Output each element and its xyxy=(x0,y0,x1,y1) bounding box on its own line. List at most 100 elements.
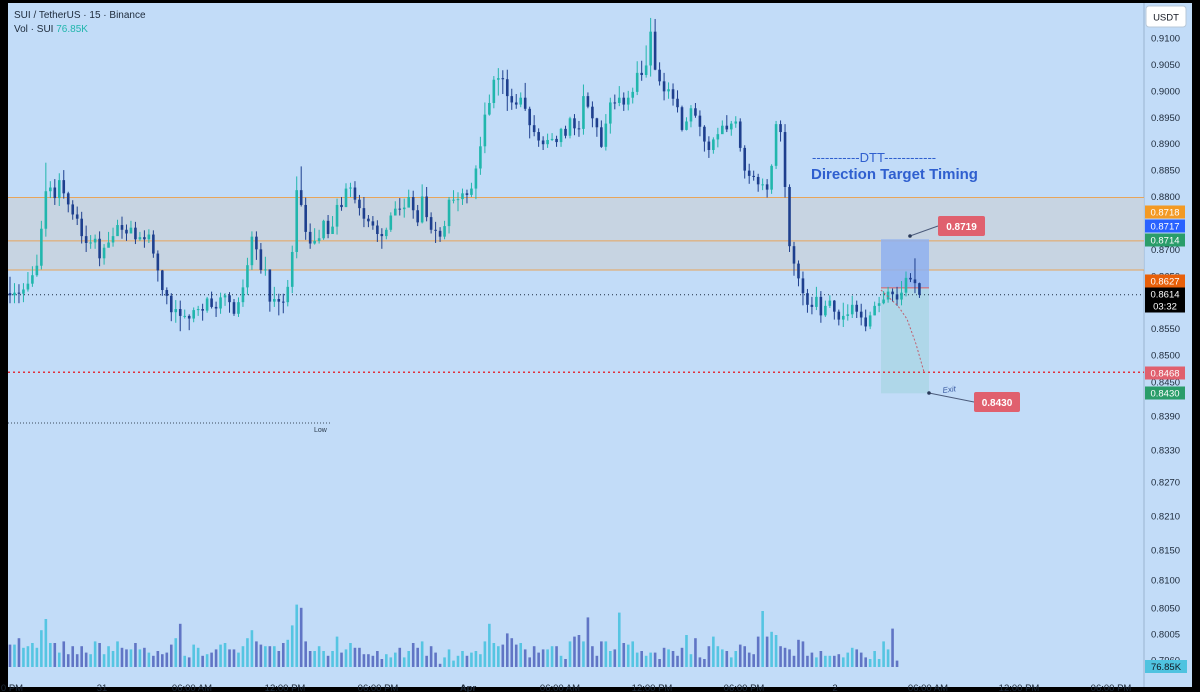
candle-body xyxy=(792,246,796,264)
symbol-title[interactable]: SUI / TetherUS · 15 · Binance xyxy=(14,10,146,21)
volume-bar xyxy=(31,643,34,667)
volume-bar xyxy=(389,657,393,667)
candle-body xyxy=(228,295,231,303)
candle-body xyxy=(909,277,912,280)
volume-bar xyxy=(519,643,523,667)
volume-bar xyxy=(707,646,711,667)
candle-body xyxy=(640,72,643,75)
volume-bar xyxy=(317,646,321,667)
price-label-text: 0.8717 xyxy=(1150,222,1179,233)
exit-callout-box[interactable] xyxy=(974,392,1020,412)
candle-body xyxy=(662,81,666,92)
volume-bar xyxy=(98,643,101,667)
volume-bar xyxy=(649,652,652,667)
volume-bar xyxy=(703,659,706,667)
volume-bar xyxy=(308,651,312,667)
candle-body xyxy=(349,187,352,189)
target-callout-dot xyxy=(908,234,912,238)
volume-bar xyxy=(461,651,464,667)
exit-callout-text: 0.8430 xyxy=(982,398,1013,409)
volume-bar xyxy=(577,635,581,667)
candle-body xyxy=(461,193,464,200)
candle-body xyxy=(891,291,894,295)
candle-body xyxy=(716,134,720,140)
volume-bar xyxy=(420,641,424,667)
volume-bar xyxy=(833,655,836,667)
volume-bar xyxy=(680,647,684,667)
volume-bar xyxy=(774,635,778,667)
volume-bar xyxy=(84,652,88,667)
price-label-box xyxy=(1145,274,1185,288)
x-tick-label: 06:00 PM xyxy=(1091,683,1132,692)
candle-body xyxy=(420,196,424,223)
candle-body xyxy=(649,31,652,66)
candle-body xyxy=(900,292,903,300)
candle-body xyxy=(882,299,885,304)
y-tick-label: 0.8900 xyxy=(1151,139,1180,150)
target-callout-box[interactable] xyxy=(938,216,985,236)
exit-label: Exit xyxy=(942,384,957,395)
price-label-text: 0.8430 xyxy=(1150,389,1179,400)
candle-body xyxy=(474,168,478,189)
volume-bar xyxy=(510,638,514,667)
candle-body xyxy=(456,199,460,201)
target-area[interactable] xyxy=(881,287,929,394)
volume-bar xyxy=(268,646,272,667)
candle-body xyxy=(761,184,764,186)
candle-body xyxy=(546,139,549,145)
volume-bar xyxy=(635,652,639,667)
price-label-text: 03:32 xyxy=(1153,302,1177,313)
volume-bar xyxy=(564,659,567,667)
candle-body xyxy=(358,199,361,209)
candle-body xyxy=(600,127,603,147)
candle-body xyxy=(850,304,854,315)
exit-callout-dot xyxy=(927,391,931,395)
volume-bar xyxy=(595,655,599,667)
candle-body xyxy=(138,237,142,240)
volume-bar xyxy=(555,646,558,667)
volume-bar xyxy=(214,649,218,667)
candle-body xyxy=(344,188,348,208)
volume-bar xyxy=(102,654,106,667)
candle-body xyxy=(774,124,778,166)
volume-bar xyxy=(747,652,751,667)
candle-body xyxy=(604,123,608,147)
volume-bar xyxy=(358,647,361,667)
price-scale-background xyxy=(1144,3,1192,687)
candle-body xyxy=(84,236,88,243)
y-tick-label: 0.8390 xyxy=(1151,412,1180,423)
volume-bar xyxy=(169,644,173,667)
price-axis[interactable]: 0.9100 0.9050 0.9000 0.8950 0.8900 0.8850 0.88… xyxy=(1151,34,1180,667)
candle-body xyxy=(797,263,800,279)
candle-body xyxy=(111,236,115,243)
dtt-line: -----------DTT------------ xyxy=(812,150,936,165)
y-tick-label: 0.8210 xyxy=(1151,512,1180,523)
volume-bar xyxy=(89,654,92,667)
volume-bar xyxy=(806,655,809,667)
volume-bar xyxy=(537,652,540,667)
price-label-box xyxy=(1145,233,1185,247)
candle-body xyxy=(340,204,343,208)
candle-body xyxy=(192,310,195,319)
candle-body xyxy=(308,231,312,244)
volume-bar xyxy=(353,647,357,667)
volume-bar xyxy=(765,636,769,667)
price-label-text: 0.8468 xyxy=(1150,369,1179,380)
currency-button[interactable] xyxy=(1145,5,1187,28)
volume-legend[interactable]: Vol · SUI 76.85K xyxy=(14,24,88,35)
time-axis[interactable]: 0 PM 31 06:00 AM 12:00 PM 06:00 PM Apr 06:00 A… xyxy=(1,683,1132,692)
candle-body xyxy=(743,147,747,171)
volume-bar xyxy=(712,636,715,667)
volume-bar xyxy=(295,604,299,667)
candle-body xyxy=(635,72,639,92)
price-label-box xyxy=(1145,219,1185,233)
candle-body xyxy=(550,138,554,140)
y-tick-label: 0.8330 xyxy=(1151,446,1180,457)
candle-body xyxy=(187,315,191,319)
price-label-box xyxy=(1145,366,1185,380)
candle-body xyxy=(564,128,567,136)
volume-bar xyxy=(738,644,742,667)
volume-bar xyxy=(138,649,142,667)
